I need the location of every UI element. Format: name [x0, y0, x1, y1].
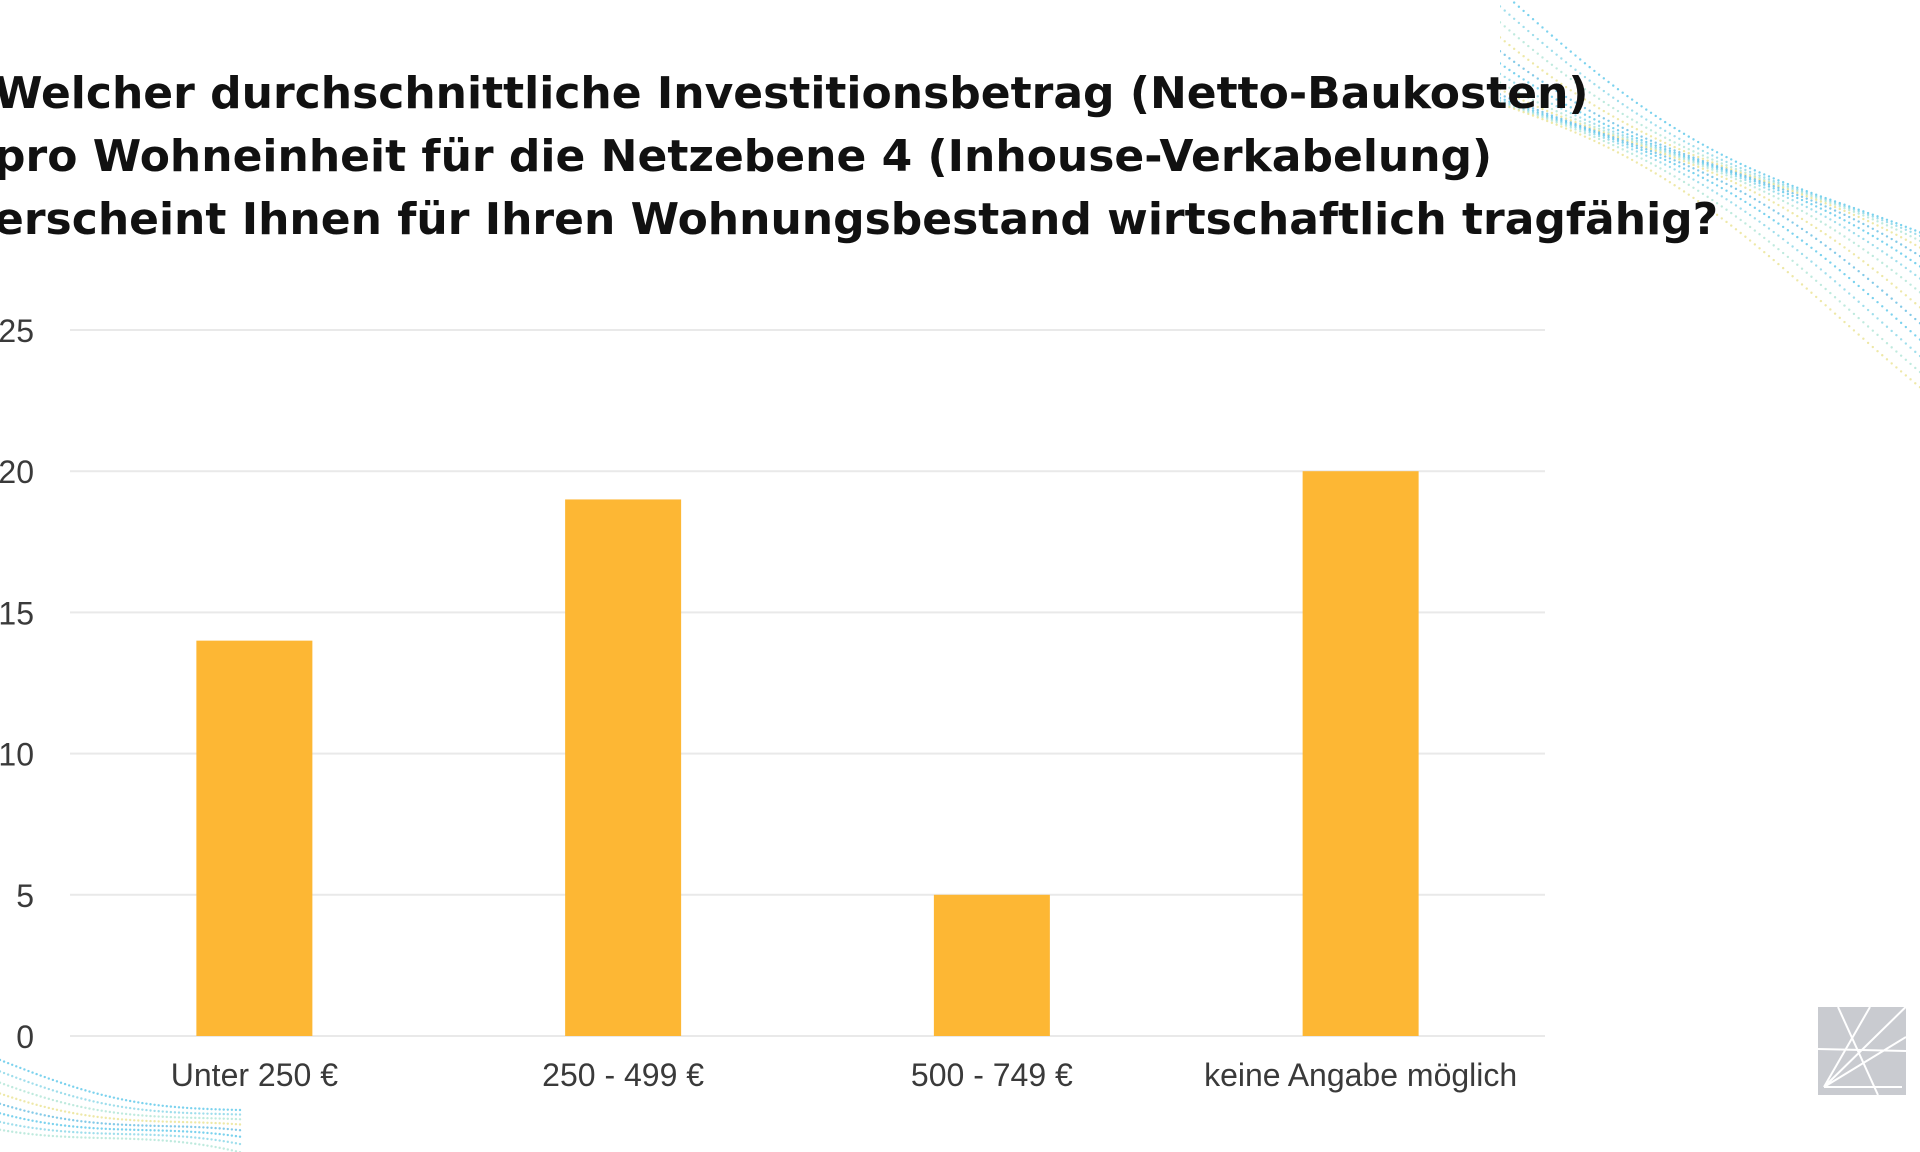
y-tick-label-5: 25 [0, 313, 34, 349]
x-tick-label-0: Unter 250 € [171, 1057, 338, 1093]
x-tick-label-1: 250 - 499 € [542, 1057, 704, 1093]
y-tick-label-4: 20 [0, 454, 34, 490]
y-tick-label-1: 5 [16, 878, 34, 914]
x-tick-label-3: keine Angabe möglich [1204, 1057, 1517, 1093]
dotted-wave-decoration-bottom-left [0, 1058, 242, 1152]
x-tick-label-2: 500 - 749 € [911, 1057, 1073, 1093]
chart-title: Welcher durchschnittliche Investitionsbe… [0, 62, 1874, 251]
dotted-wave-decoration-top-right [1500, 1, 1920, 389]
y-tick-label-2: 10 [0, 737, 34, 773]
star-burst-logo-icon [1818, 992, 1920, 1095]
bar-1 [565, 499, 682, 1036]
y-tick-label-0: 0 [16, 1019, 34, 1055]
y-axis-ticks: 0 5 10 15 20 25 [0, 313, 34, 1055]
x-axis-ticks: Unter 250 € 250 - 499 € 500 - 749 € keine A… [171, 1057, 1517, 1093]
chart-title-line-1: Welcher durchschnittliche Investitionsbe… [0, 68, 1589, 119]
chart-title-line-2: pro Wohneinheit für die Netzebene 4 (Inh… [0, 131, 1493, 182]
bar-0 [196, 640, 313, 1036]
bar-3 [1302, 471, 1419, 1036]
bars [196, 471, 1419, 1036]
chart-title-line-3: erscheint Ihnen für Ihren Wohnungsbestan… [0, 194, 1719, 245]
y-tick-label-3: 15 [0, 595, 34, 631]
bar-2 [933, 894, 1050, 1036]
gridlines [70, 329, 1545, 1037]
bar-chart: 0 5 10 15 20 25 Unter 250 € 250 - 499 € 500 - 7… [0, 313, 1545, 1093]
